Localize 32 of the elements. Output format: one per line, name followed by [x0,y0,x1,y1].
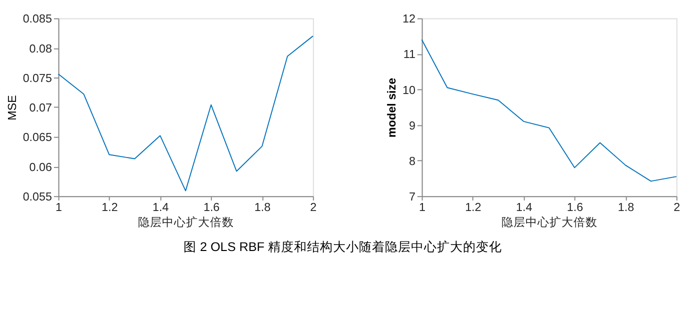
y-axis-title: model size [386,77,399,138]
y-tick-label: 0.055 [22,190,52,204]
x-tick-label: 1.8 [254,201,271,214]
line-series [58,36,314,192]
y-tick-label: 0.075 [22,72,52,85]
y-tick-label: 0.07 [29,102,52,115]
x-tick-label: 1.4 [152,201,170,214]
y-tick-label: 0.06 [29,160,52,174]
x-tick-label: 1.6 [203,201,220,214]
y-tick-label: 0.065 [22,131,52,144]
x-axis-title: 隐层中心扩大倍数 [502,214,598,229]
x-tick-label: 1.6 [566,201,584,214]
y-tick-label: 11 [403,48,416,62]
x-tick-label: 1 [56,201,62,214]
y-tick-label: 10 [402,84,416,97]
x-axis-title: 隐层中心扩大倍数 [138,214,234,229]
y-tick-label: 0.085 [22,12,52,26]
y-tick-label: 9 [408,119,416,132]
y-tick-label: 8 [408,154,416,168]
y-tick-label: 7 [408,190,416,204]
line-series [421,39,677,182]
x-tick-label: 1 [419,201,426,214]
x-tick-label: 2 [310,201,317,214]
x-tick-label: 1.8 [618,201,634,214]
y-axis-title: MSE [6,94,20,120]
caption: 图 2 OLS RBF 精度和结构大小随着隐层中心扩大的变化 [183,239,502,254]
x-tick-label: 1.4 [516,201,533,214]
y-tick-label: 12 [402,12,416,26]
x-tick-label: 2 [674,201,680,214]
y-tick-label: 0.08 [29,42,52,56]
x-tick-label: 1.2 [465,201,482,214]
x-tick-label: 1.2 [102,201,118,214]
